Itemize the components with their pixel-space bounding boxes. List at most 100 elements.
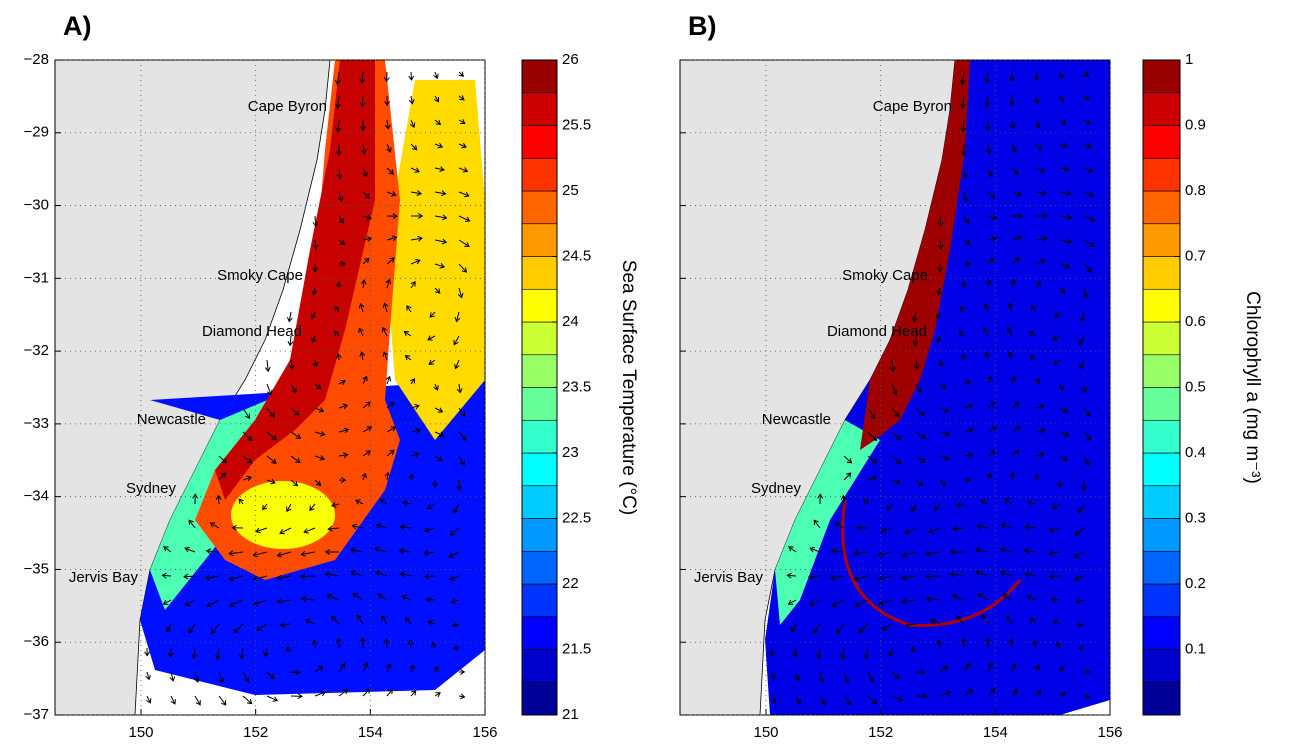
colorbar-band xyxy=(1142,387,1181,421)
current-vector xyxy=(984,637,991,649)
current-vector xyxy=(193,671,200,684)
colorbar-band xyxy=(1142,354,1181,388)
current-vector xyxy=(1059,142,1069,149)
current-vector xyxy=(192,493,199,505)
current-vector xyxy=(362,662,369,673)
current-vector xyxy=(936,335,942,344)
current-vector xyxy=(1035,213,1049,219)
colorbar-band xyxy=(521,452,558,487)
colorbar-label: Sea Surface Temperature (°C) xyxy=(618,260,639,515)
current-vector xyxy=(867,671,874,683)
colorbar-band xyxy=(521,583,558,618)
current-vector xyxy=(961,281,967,289)
current-vector xyxy=(386,426,397,433)
current-vector xyxy=(1004,498,1013,505)
current-vector xyxy=(1083,263,1093,273)
current-vector xyxy=(314,479,322,487)
current-vector xyxy=(242,475,253,482)
current-vector xyxy=(1033,95,1040,105)
current-vector xyxy=(401,594,412,601)
current-vector xyxy=(360,279,367,289)
current-vector xyxy=(360,119,366,132)
current-vector xyxy=(206,599,220,608)
current-vector xyxy=(864,647,870,660)
current-vector xyxy=(1083,118,1091,125)
current-vector xyxy=(314,383,322,390)
current-vector xyxy=(1051,503,1061,510)
current-vector xyxy=(963,662,971,673)
current-vector xyxy=(981,614,989,625)
current-vector xyxy=(1000,523,1013,529)
current-vector xyxy=(335,143,342,157)
current-vector xyxy=(194,695,201,706)
current-vector xyxy=(858,623,869,634)
current-vector xyxy=(936,639,943,649)
current-vector xyxy=(312,215,319,227)
current-vector xyxy=(218,472,227,481)
colorbar-band xyxy=(1142,92,1181,126)
current-vector xyxy=(410,378,416,385)
current-vector xyxy=(937,239,944,250)
current-vector xyxy=(788,546,797,553)
x-tick-label: 156 xyxy=(472,724,497,741)
current-vector xyxy=(458,239,470,247)
current-vector xyxy=(1059,95,1065,103)
colorbar-band xyxy=(1142,321,1181,356)
colorbar-tick-label: 21 xyxy=(562,706,579,723)
current-vector xyxy=(458,167,469,173)
current-vector xyxy=(877,575,893,582)
current-vector xyxy=(427,619,436,626)
current-vector xyxy=(431,641,437,649)
current-vector xyxy=(928,527,941,534)
current-vector xyxy=(891,431,902,441)
colorbar-band xyxy=(1142,550,1181,585)
current-vector xyxy=(915,383,922,394)
current-vector xyxy=(1035,690,1042,697)
current-vector xyxy=(959,305,965,313)
current-vector xyxy=(434,692,441,698)
current-vector xyxy=(425,596,436,603)
current-vector xyxy=(843,455,853,464)
current-vector xyxy=(1053,359,1061,365)
current-vector xyxy=(238,498,244,505)
current-vector xyxy=(312,239,319,250)
y-tick-label: −31 xyxy=(24,269,49,286)
current-vector xyxy=(456,383,463,394)
current-vector xyxy=(915,479,924,487)
current-vector xyxy=(324,571,340,578)
current-vector xyxy=(1007,302,1014,313)
current-vector xyxy=(915,693,928,700)
current-vector xyxy=(191,647,198,660)
colorbar-band xyxy=(521,419,558,454)
current-vector xyxy=(1024,571,1037,578)
current-vector xyxy=(290,455,301,464)
ocean-field xyxy=(231,481,335,549)
current-vector xyxy=(792,647,799,658)
current-vector xyxy=(426,503,436,510)
current-vector xyxy=(1035,280,1041,289)
current-vector xyxy=(408,473,415,481)
current-vector xyxy=(1083,167,1094,173)
current-vector xyxy=(410,690,417,697)
current-vector xyxy=(362,375,368,385)
current-vector xyxy=(290,431,302,439)
place-label: Sydney xyxy=(751,480,802,497)
colorbar-tick-label: 23.5 xyxy=(562,378,591,395)
current-vector xyxy=(1002,593,1013,601)
place-label: Newcastle xyxy=(762,411,831,428)
current-vector xyxy=(266,455,277,464)
colorbar-band xyxy=(521,550,558,585)
current-vector xyxy=(901,598,917,605)
current-vector xyxy=(1033,473,1040,481)
current-vector xyxy=(377,593,388,601)
current-vector xyxy=(381,615,388,625)
colorbar-tick-label: 25 xyxy=(562,182,579,199)
y-tick-label: −33 xyxy=(24,415,49,432)
colorbar-tick-label: 23 xyxy=(562,444,579,461)
current-vector xyxy=(939,479,947,487)
current-vector xyxy=(410,143,418,151)
current-vector xyxy=(404,355,412,361)
current-vector xyxy=(936,287,943,296)
ocean-field xyxy=(385,80,485,440)
current-vector xyxy=(1011,688,1019,697)
